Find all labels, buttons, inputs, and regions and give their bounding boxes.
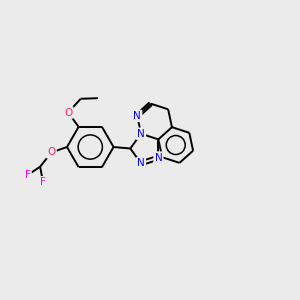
Text: O: O — [47, 147, 56, 158]
Text: N: N — [137, 129, 145, 139]
Text: F: F — [40, 177, 46, 187]
Text: N: N — [154, 153, 162, 163]
Text: N: N — [134, 111, 141, 121]
Text: O: O — [64, 107, 72, 118]
Text: N: N — [137, 158, 145, 168]
Text: F: F — [25, 170, 31, 180]
